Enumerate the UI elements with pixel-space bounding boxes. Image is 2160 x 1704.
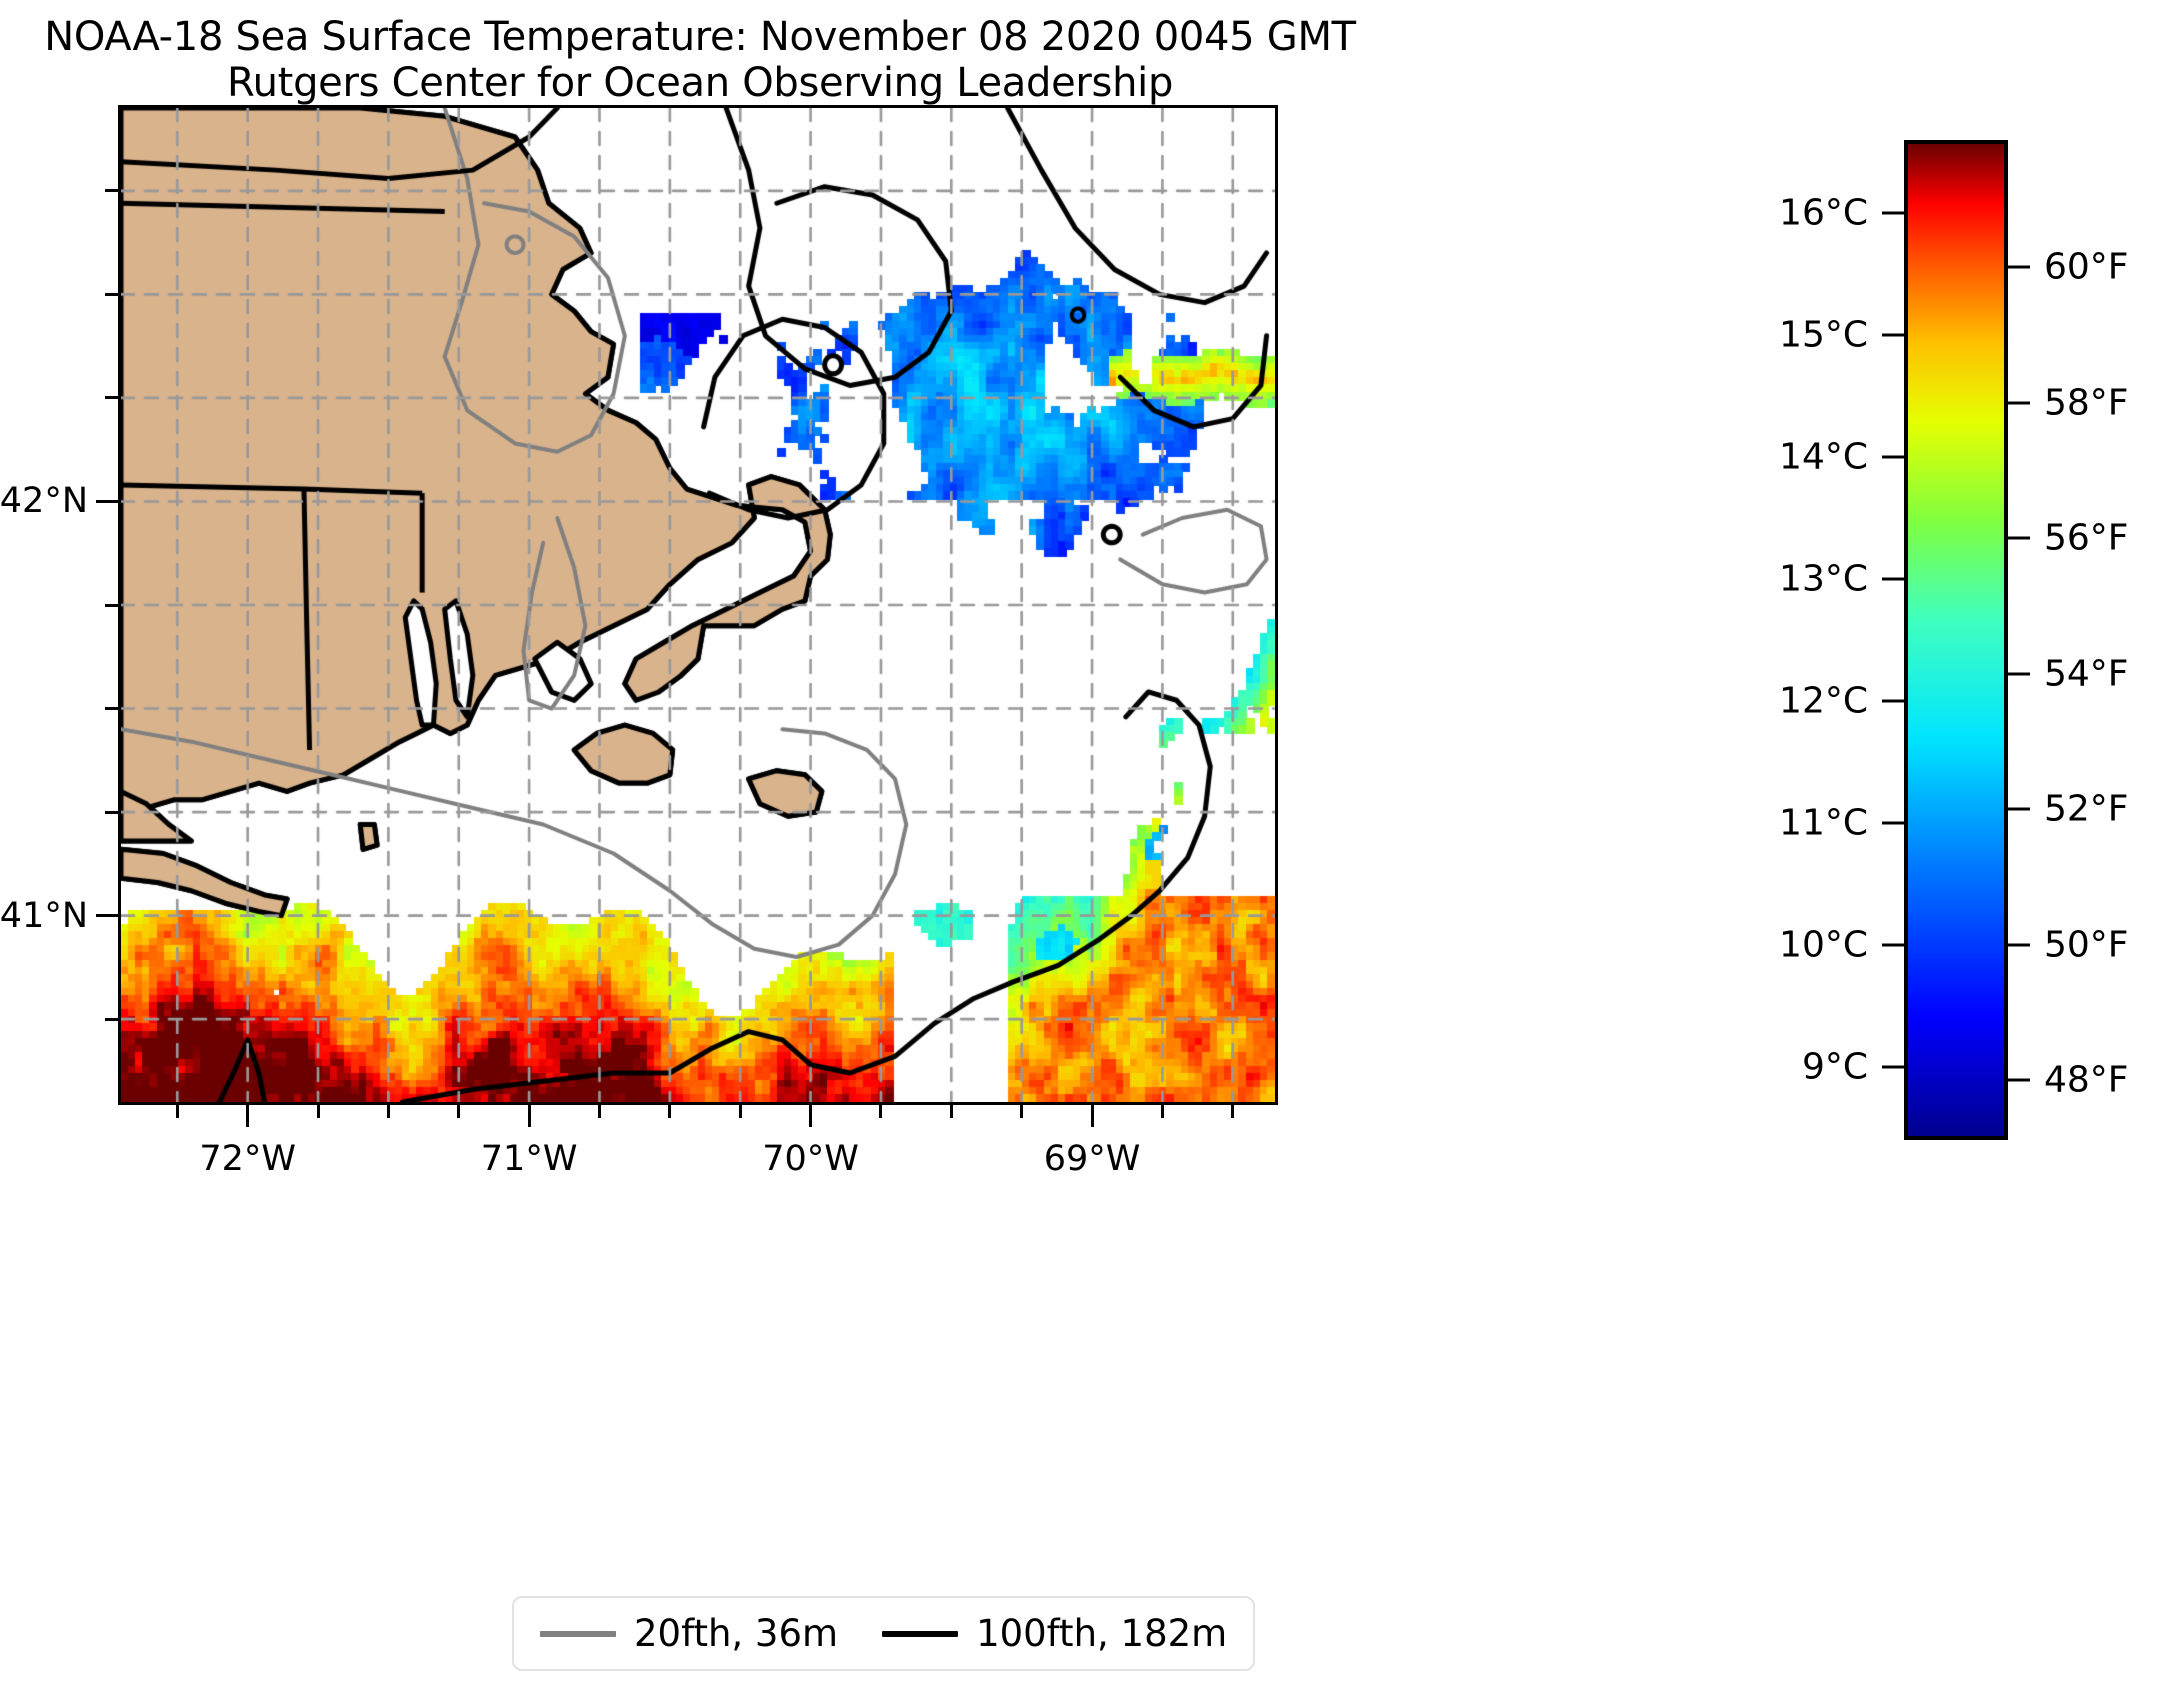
colorbar-tick-fahrenheit: 60°F [2008, 247, 2129, 288]
tick-dash [2008, 1078, 2030, 1082]
colorbar-tick-fahrenheit: 52°F [2008, 789, 2129, 830]
x-axis-major-tick [809, 1105, 813, 1127]
colorbar-tick-fahrenheit: 56°F [2008, 518, 2129, 559]
y-axis-tick-label: 42°N [0, 481, 88, 522]
colorbar-tick-label-fahrenheit: 56°F [2044, 517, 2129, 559]
colorbar-tick-celsius: 13°C [1779, 559, 1904, 600]
x-axis-tick-label: 70°W [762, 1139, 859, 1179]
x-axis-minor-tick [738, 1105, 742, 1118]
legend-line-swatch-20fth [540, 1630, 616, 1637]
tick-dash [1882, 943, 1904, 947]
y-axis-major-tick [96, 914, 118, 918]
colorbar-tick-celsius: 12°C [1779, 680, 1904, 721]
tick-dash [2008, 265, 2030, 269]
y-axis-minor-tick [105, 810, 118, 814]
page-title: NOAA-18 Sea Surface Temperature: Novembe… [44, 14, 1356, 60]
colorbar-tick-celsius: 10°C [1779, 924, 1904, 965]
tick-dash [1882, 821, 1904, 825]
colorbar-tick-fahrenheit: 48°F [2008, 1060, 2129, 1101]
x-axis-minor-tick [457, 1105, 461, 1118]
legend-item-100fth: 100fth, 182m [882, 1612, 1227, 1655]
colorbar-tick-celsius: 11°C [1779, 802, 1904, 843]
y-axis-minor-tick [105, 603, 118, 607]
tick-dash [2008, 672, 2030, 676]
y-axis-minor-tick [105, 1017, 118, 1021]
colorbar-tick-label-celsius: 14°C [1779, 436, 1868, 478]
x-axis-tick-label: 69°W [1043, 1139, 1141, 1179]
page-subtitle: Rutgers Center for Ocean Observing Leade… [226, 60, 1174, 107]
colorbar-tick-fahrenheit: 54°F [2008, 653, 2129, 694]
tick-dash [1882, 211, 1904, 215]
colorbar-tick-label-celsius: 15°C [1779, 314, 1868, 356]
x-axis-minor-tick [1020, 1105, 1024, 1118]
colorbar-tick-label-celsius: 12°C [1779, 680, 1868, 722]
y-axis-major-tick [96, 499, 118, 503]
colorbar-tick-label-celsius: 16°C [1779, 192, 1868, 234]
x-axis-major-tick [1090, 1105, 1094, 1127]
tick-dash [2008, 807, 2030, 811]
chart-title-block: NOAA-18 Sea Surface Temperature: Novembe… [0, 14, 1400, 107]
colorbar-tick-fahrenheit: 58°F [2008, 382, 2129, 423]
x-axis-minor-tick [879, 1105, 883, 1118]
colorbar-tick-label-fahrenheit: 54°F [2044, 653, 2129, 695]
x-axis-tick-label: 71°W [480, 1139, 578, 1179]
colorbar-tick-celsius: 15°C [1779, 315, 1904, 356]
colorbar-tick-fahrenheit: 50°F [2008, 924, 2129, 965]
x-axis-minor-tick [949, 1105, 953, 1118]
x-axis-minor-tick [316, 1105, 320, 1118]
isobath-legend: 20fth, 36m 100fth, 182m [512, 1596, 1256, 1671]
colorbar-tick-label-celsius: 9°C [1801, 1046, 1868, 1088]
y-axis-minor-tick [105, 707, 118, 711]
legend-label-100fth: 100fth, 182m [976, 1612, 1228, 1655]
x-axis-tick-label: 72°W [199, 1139, 296, 1179]
colorbar-tick-label-celsius: 11°C [1779, 802, 1868, 844]
tick-dash [1882, 333, 1904, 337]
tick-dash [1882, 699, 1904, 703]
tick-dash [1882, 455, 1904, 459]
tick-dash [2008, 943, 2030, 947]
tick-dash [2008, 536, 2030, 540]
y-axis-minor-tick [105, 189, 118, 193]
colorbar-tick-label-fahrenheit: 48°F [2044, 1059, 2129, 1101]
temperature-colorbar [1904, 140, 2008, 1140]
sst-map-canvas [121, 108, 1275, 1102]
colorbar-tick-celsius: 14°C [1779, 437, 1904, 478]
y-axis-minor-tick [105, 292, 118, 296]
x-axis-major-tick [527, 1105, 531, 1127]
tick-dash [1882, 1065, 1904, 1069]
colorbar-tick-label-fahrenheit: 52°F [2044, 788, 2129, 830]
tick-dash [1882, 577, 1904, 581]
y-axis-minor-tick [105, 396, 118, 400]
sst-map-axes [118, 105, 1278, 1105]
colorbar-tick-label-celsius: 10°C [1779, 924, 1868, 966]
colorbar-tick-celsius: 9°C [1802, 1046, 1904, 1087]
tick-dash [2008, 401, 2030, 405]
x-axis-minor-tick [597, 1105, 601, 1118]
x-axis-minor-tick [1231, 1105, 1235, 1118]
y-axis-tick-label: 41°N [0, 895, 88, 936]
colorbar-tick-label-fahrenheit: 50°F [2044, 924, 2129, 966]
x-axis-minor-tick [668, 1105, 672, 1118]
colorbar-tick-label-fahrenheit: 60°F [2044, 246, 2129, 288]
legend-label-20fth: 20fth, 36m [634, 1612, 839, 1655]
temperature-colorbar-group: 9°C 10°C 11°C 12°C 13°C 14°C 15°C 16°C 48°F 50°F… [1779, 140, 2129, 1140]
x-axis-minor-tick [175, 1105, 179, 1118]
colorbar-tick-celsius: 16°C [1779, 193, 1904, 234]
x-axis-minor-tick [386, 1105, 390, 1118]
x-axis-minor-tick [1160, 1105, 1164, 1118]
colorbar-tick-label-celsius: 13°C [1779, 558, 1868, 600]
x-axis-major-tick [246, 1105, 250, 1127]
colorbar-tick-label-fahrenheit: 58°F [2044, 382, 2129, 424]
legend-line-swatch-100fth [882, 1630, 959, 1637]
legend-item-20fth: 20fth, 36m [540, 1612, 838, 1655]
